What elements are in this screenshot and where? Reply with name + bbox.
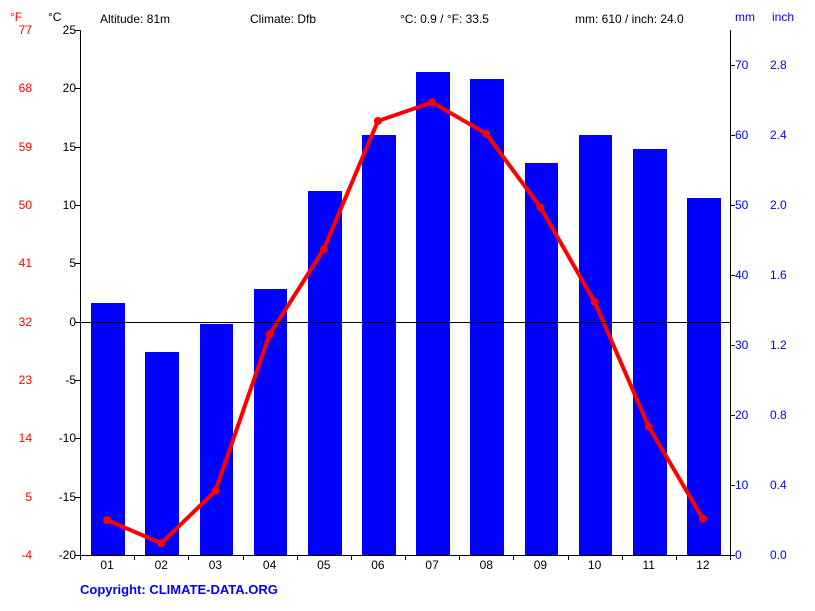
precip-bar [254, 289, 288, 555]
ylabel-mm: 0 [735, 548, 763, 562]
month-label: 08 [466, 558, 506, 572]
month-label: 04 [250, 558, 290, 572]
ylabel-inch: 2.8 [770, 58, 800, 72]
ylabel-inch: 1.2 [770, 338, 800, 352]
ylabel-fahrenheit: 77 [10, 23, 32, 37]
month-label: 05 [304, 558, 344, 572]
ylabel-celsius: 25 [48, 23, 76, 37]
xtick [513, 555, 514, 560]
right-axis-line [730, 30, 731, 555]
xtick [134, 555, 135, 560]
axis-title-inch: inch [772, 10, 794, 24]
precip-bar [308, 191, 342, 555]
xtick [80, 555, 81, 560]
month-label: 12 [683, 558, 723, 572]
ylabel-mm: 30 [735, 338, 763, 352]
axis-title-c: °C [48, 10, 61, 24]
ylabel-fahrenheit: 59 [10, 140, 32, 154]
precip-bar [91, 303, 125, 555]
ylabel-mm: 40 [735, 268, 763, 282]
ylabel-celsius: 15 [48, 140, 76, 154]
plot-area [80, 30, 731, 556]
ylabel-celsius: -15 [48, 490, 76, 504]
xtick [188, 555, 189, 560]
ylabel-celsius: 20 [48, 81, 76, 95]
ylabel-mm: 10 [735, 478, 763, 492]
month-label: 09 [520, 558, 560, 572]
ylabel-inch: 2.0 [770, 198, 800, 212]
ylabel-mm: 60 [735, 128, 763, 142]
axis-title-mm: mm [735, 10, 755, 24]
ylabel-fahrenheit: 68 [10, 81, 32, 95]
xtick [459, 555, 460, 560]
ylabel-fahrenheit: -4 [10, 548, 32, 562]
ylabel-inch: 0.8 [770, 408, 800, 422]
ylabel-fahrenheit: 23 [10, 373, 32, 387]
axis-title-f: °F [10, 10, 22, 24]
month-label: 10 [575, 558, 615, 572]
precip-bar [687, 198, 721, 555]
xtick [568, 555, 569, 560]
xtick [297, 555, 298, 560]
avg-temp-label: °C: 0.9 / °F: 33.5 [400, 12, 489, 26]
ylabel-fahrenheit: 14 [10, 431, 32, 445]
zero-degree-line [80, 322, 730, 323]
ylabel-inch: 2.4 [770, 128, 800, 142]
month-label: 07 [412, 558, 452, 572]
xtick [676, 555, 677, 560]
month-label: 11 [629, 558, 669, 572]
month-label: 03 [195, 558, 235, 572]
ylabel-mm: 70 [735, 58, 763, 72]
ylabel-inch: 0.0 [770, 548, 800, 562]
xtick [351, 555, 352, 560]
precip-bar [470, 79, 504, 555]
xtick [730, 555, 731, 560]
ylabel-celsius: -5 [48, 373, 76, 387]
climate-class-label: Climate: Dfb [250, 12, 316, 26]
ylabel-fahrenheit: 50 [10, 198, 32, 212]
precip-bar [200, 324, 234, 555]
ylabel-mm: 50 [735, 198, 763, 212]
precip-bar [579, 135, 613, 555]
climate-chart: °F °C mm inch Altitude: 81m Climate: Dfb… [0, 0, 815, 611]
ylabel-celsius: 10 [48, 198, 76, 212]
altitude-label: Altitude: 81m [100, 12, 170, 26]
ylabel-inch: 0.4 [770, 478, 800, 492]
ylabel-fahrenheit: 5 [10, 490, 32, 504]
precip-bar [633, 149, 667, 555]
month-label: 01 [87, 558, 127, 572]
xtick [405, 555, 406, 560]
ylabel-mm: 20 [735, 408, 763, 422]
copyright-text: Copyright: CLIMATE-DATA.ORG [80, 582, 278, 597]
ylabel-celsius: -10 [48, 431, 76, 445]
month-label: 02 [141, 558, 181, 572]
avg-precip-label: mm: 610 / inch: 24.0 [575, 12, 684, 26]
precip-bar [416, 72, 450, 555]
precip-bar [362, 135, 396, 555]
month-label: 06 [358, 558, 398, 572]
ylabel-celsius: 5 [48, 256, 76, 270]
ylabel-celsius: 0 [48, 315, 76, 329]
precip-bar [145, 352, 179, 555]
ylabel-celsius: -20 [48, 548, 76, 562]
ylabel-fahrenheit: 32 [10, 315, 32, 329]
xtick [243, 555, 244, 560]
precip-bar [525, 163, 559, 555]
ylabel-inch: 1.6 [770, 268, 800, 282]
xtick [622, 555, 623, 560]
ylabel-fahrenheit: 41 [10, 256, 32, 270]
